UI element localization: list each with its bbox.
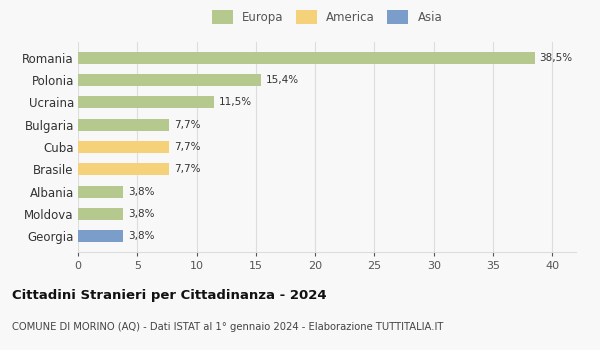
Bar [78,96,214,108]
Text: 7,7%: 7,7% [174,120,200,130]
Text: 7,7%: 7,7% [174,164,200,174]
Text: 7,7%: 7,7% [174,142,200,152]
Text: 11,5%: 11,5% [219,97,252,107]
Bar [78,119,169,131]
Bar [78,141,169,153]
Bar [78,208,123,220]
Text: 3,8%: 3,8% [128,209,154,219]
Bar [78,186,123,198]
Text: 15,4%: 15,4% [265,75,298,85]
Bar [78,230,123,243]
Text: COMUNE DI MORINO (AQ) - Dati ISTAT al 1° gennaio 2024 - Elaborazione TUTTITALIA.: COMUNE DI MORINO (AQ) - Dati ISTAT al 1°… [12,322,443,332]
Legend: Europa, America, Asia: Europa, America, Asia [212,10,442,24]
Bar [78,163,169,175]
Bar [78,51,535,64]
Text: Cittadini Stranieri per Cittadinanza - 2024: Cittadini Stranieri per Cittadinanza - 2… [12,289,326,302]
Text: 3,8%: 3,8% [128,187,154,197]
Text: 38,5%: 38,5% [539,53,572,63]
Text: 3,8%: 3,8% [128,231,154,241]
Bar [78,74,260,86]
